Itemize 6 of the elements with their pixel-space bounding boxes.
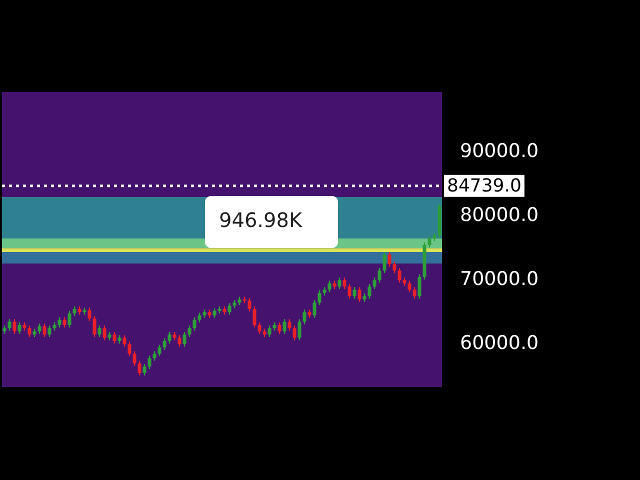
ref-line-label: 84739.0 (447, 175, 522, 196)
y-tick-label: 70000.0 (460, 268, 539, 290)
y-tick-label: 90000.0 (460, 140, 539, 162)
annotation: 946.98K (219, 208, 303, 232)
y-tick-label: 60000.0 (460, 332, 539, 354)
y-tick-label: 80000.0 (460, 204, 539, 226)
